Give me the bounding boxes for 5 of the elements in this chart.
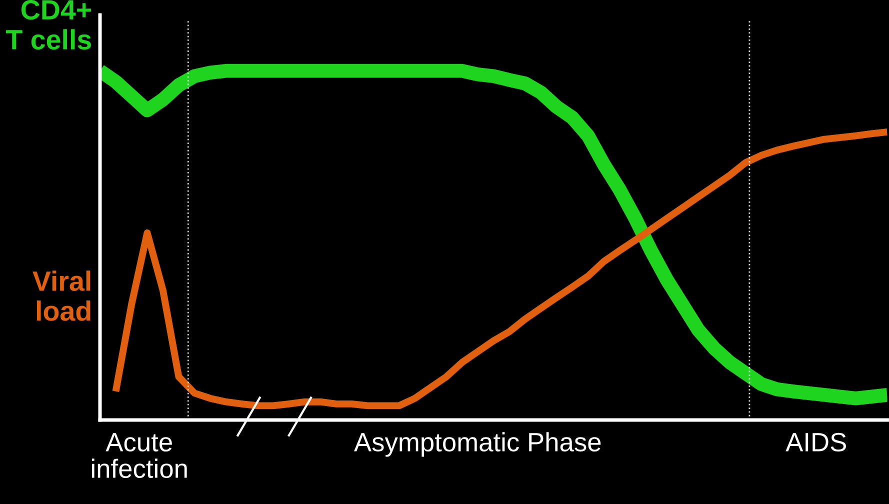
text: Asymptomatic Phase	[354, 432, 601, 457]
text: AIDS	[786, 432, 846, 452]
series-label: CD4+ T cells	[6, 0, 91, 50]
text: Acute infection	[92, 433, 187, 478]
series-label: Viral load	[32, 270, 90, 321]
